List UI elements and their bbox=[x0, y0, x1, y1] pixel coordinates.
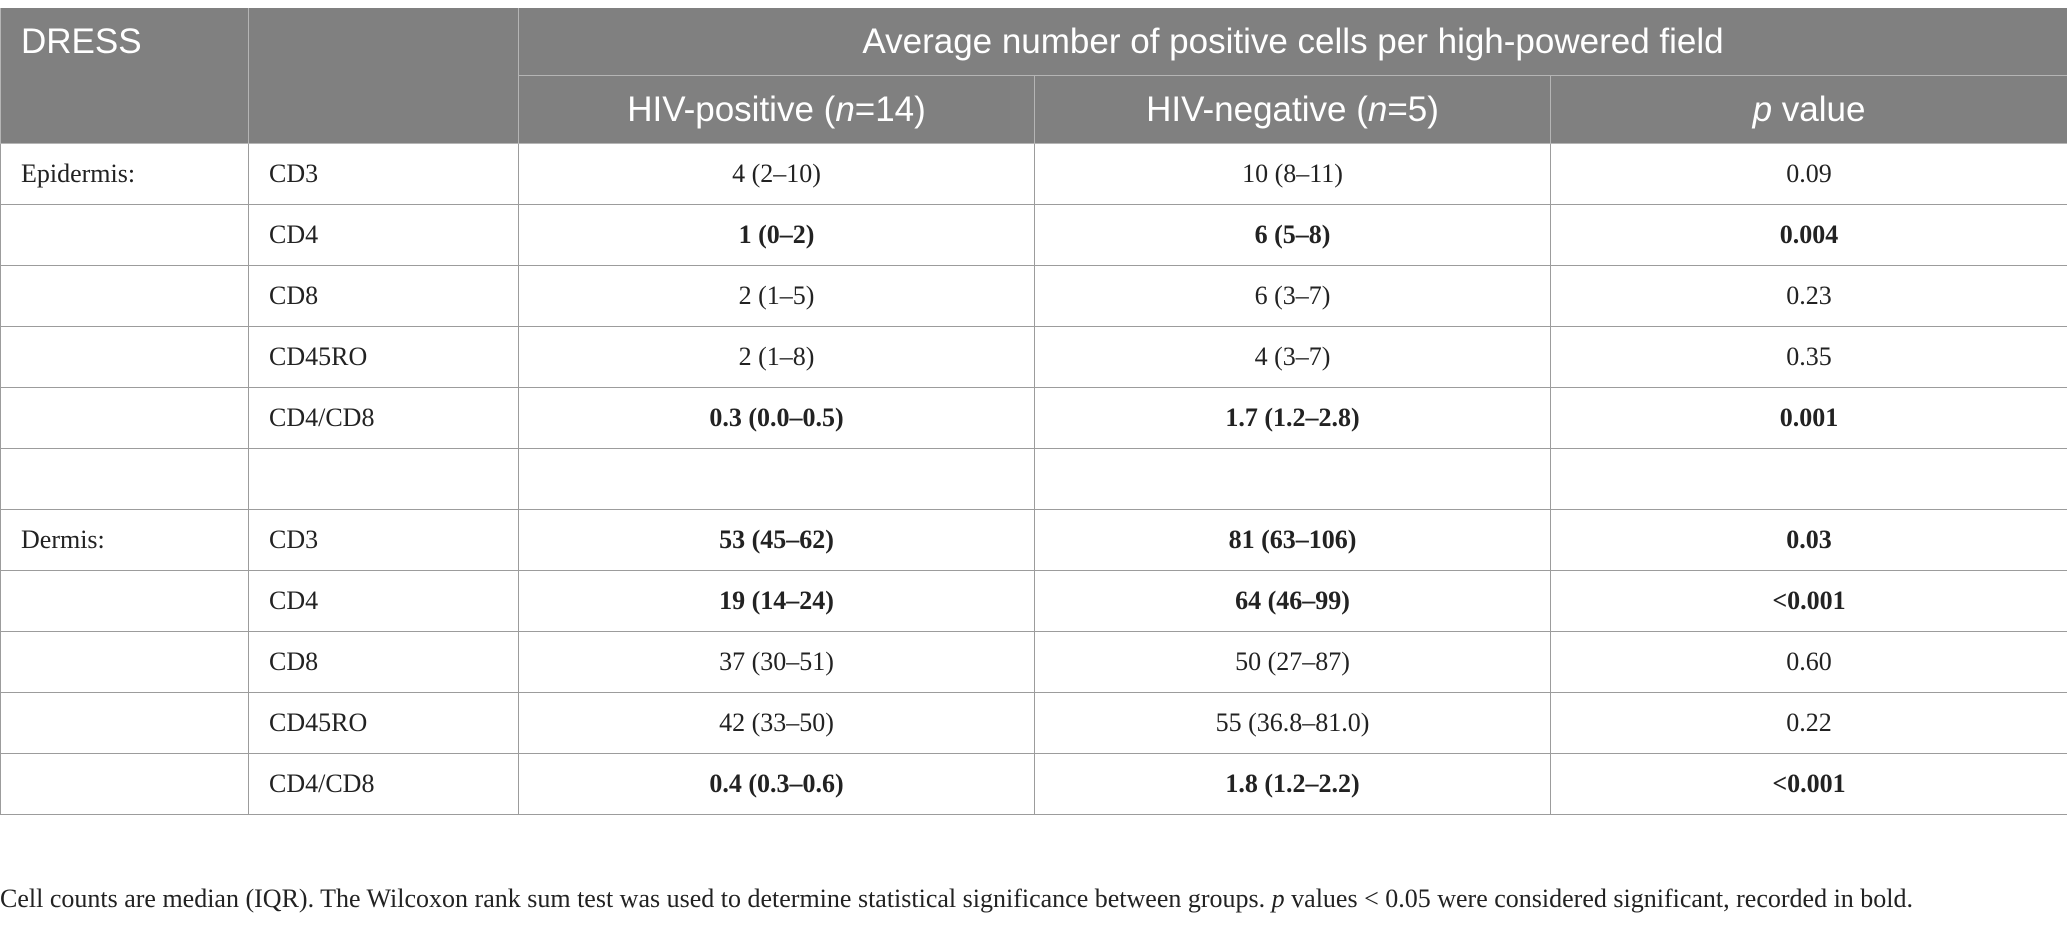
p-value-cell: 0.001 bbox=[1549, 387, 2067, 449]
marker-cell: CD45RO bbox=[248, 692, 519, 754]
table-footnote: Cell counts are median (IQR). The Wilcox… bbox=[0, 884, 1914, 913]
table-row-spacer bbox=[0, 448, 2067, 510]
p-value-cell: <0.001 bbox=[1549, 753, 2067, 815]
hiv-positive-cell: 42 (33–50) bbox=[518, 692, 1035, 754]
hiv-positive-cell: 2 (1–8) bbox=[518, 326, 1035, 388]
table-row: CD4 19 (14–24) 64 (46–99) <0.001 bbox=[0, 570, 2067, 632]
region-cell bbox=[0, 570, 249, 632]
region-cell bbox=[0, 326, 249, 388]
region-cell bbox=[0, 448, 249, 510]
hiv-positive-cell: 53 (45–62) bbox=[518, 509, 1035, 571]
marker-cell: CD3 bbox=[248, 509, 519, 571]
hiv-positive-cell: 4 (2–10) bbox=[518, 143, 1035, 205]
marker-cell: CD8 bbox=[248, 631, 519, 693]
hiv-negative-cell: 50 (27–87) bbox=[1034, 631, 1551, 693]
region-cell bbox=[0, 753, 249, 815]
region-cell bbox=[0, 631, 249, 693]
hiv-negative-cell: 4 (3–7) bbox=[1034, 326, 1551, 388]
hiv-positive-cell: 2 (1–5) bbox=[518, 265, 1035, 327]
table-row: CD4/CD8 0.4 (0.3–0.6) 1.8 (1.2–2.2) <0.0… bbox=[0, 753, 2067, 815]
marker-cell: CD45RO bbox=[248, 326, 519, 388]
header-row-2: HIV-positive (n=14) HIV-negative (n=5) p… bbox=[1, 75, 2067, 144]
region-cell bbox=[0, 265, 249, 327]
region-cell bbox=[0, 387, 249, 449]
hiv-negative-cell: 1.7 (1.2–2.8) bbox=[1034, 387, 1551, 449]
header-p-value: p value bbox=[1549, 75, 2067, 144]
p-value-cell: 0.22 bbox=[1549, 692, 2067, 754]
hiv-negative-cell: 81 (63–106) bbox=[1034, 509, 1551, 571]
results-table: DRESS Average number of positive cells p… bbox=[0, 8, 2067, 815]
p-value-cell: 0.23 bbox=[1549, 265, 2067, 327]
marker-cell: CD3 bbox=[248, 143, 519, 205]
region-cell bbox=[0, 692, 249, 754]
hiv-positive-cell: 0.4 (0.3–0.6) bbox=[518, 753, 1035, 815]
p-value-cell bbox=[1549, 448, 2067, 510]
marker-cell: CD4 bbox=[248, 204, 519, 266]
hiv-positive-cell: 37 (30–51) bbox=[518, 631, 1035, 693]
table-row: CD4 1 (0–2) 6 (5–8) 0.004 bbox=[0, 204, 2067, 266]
table-row: CD8 37 (30–51) 50 (27–87) 0.60 bbox=[0, 631, 2067, 693]
hiv-negative-cell: 64 (46–99) bbox=[1034, 570, 1551, 632]
hiv-negative-cell: 55 (36.8–81.0) bbox=[1034, 692, 1551, 754]
p-value-cell: 0.60 bbox=[1549, 631, 2067, 693]
header-group-title: Average number of positive cells per hig… bbox=[517, 8, 2067, 76]
marker-cell bbox=[248, 448, 519, 510]
marker-cell: CD4 bbox=[248, 570, 519, 632]
p-value-cell: 0.35 bbox=[1549, 326, 2067, 388]
header-hiv-negative: HIV-negative (n=5) bbox=[1034, 75, 1551, 144]
header-corner: DRESS bbox=[0, 8, 249, 144]
region-cell: Dermis: bbox=[0, 509, 249, 571]
region-cell bbox=[0, 204, 249, 266]
marker-cell: CD4/CD8 bbox=[248, 753, 519, 815]
hiv-positive-cell: 1 (0–2) bbox=[518, 204, 1035, 266]
hiv-negative-cell bbox=[1034, 448, 1551, 510]
hiv-positive-cell: 19 (14–24) bbox=[518, 570, 1035, 632]
hiv-negative-cell: 6 (3–7) bbox=[1034, 265, 1551, 327]
header-row-1: DRESS Average number of positive cells p… bbox=[0, 8, 2067, 144]
p-value-cell: <0.001 bbox=[1549, 570, 2067, 632]
p-value-cell: 0.03 bbox=[1549, 509, 2067, 571]
hiv-negative-cell: 1.8 (1.2–2.2) bbox=[1034, 753, 1551, 815]
marker-cell: CD4/CD8 bbox=[248, 387, 519, 449]
hiv-negative-cell: 10 (8–11) bbox=[1034, 143, 1551, 205]
header-hiv-positive: HIV-positive (n=14) bbox=[518, 75, 1035, 144]
region-cell: Epidermis: bbox=[0, 143, 249, 205]
marker-cell: CD8 bbox=[248, 265, 519, 327]
table-row: CD8 2 (1–5) 6 (3–7) 0.23 bbox=[0, 265, 2067, 327]
p-value-cell: 0.09 bbox=[1549, 143, 2067, 205]
table-row: CD45RO 2 (1–8) 4 (3–7) 0.35 bbox=[0, 326, 2067, 388]
table-row: Dermis: CD3 53 (45–62) 81 (63–106) 0.03 bbox=[0, 509, 2067, 571]
table-row: CD4/CD8 0.3 (0.0–0.5) 1.7 (1.2–2.8) 0.00… bbox=[0, 387, 2067, 449]
hiv-positive-cell bbox=[518, 448, 1035, 510]
hiv-negative-cell: 6 (5–8) bbox=[1034, 204, 1551, 266]
table-row: Epidermis: CD3 4 (2–10) 10 (8–11) 0.09 bbox=[0, 143, 2067, 205]
p-value-cell: 0.004 bbox=[1549, 204, 2067, 266]
table-row: CD45RO 42 (33–50) 55 (36.8–81.0) 0.22 bbox=[0, 692, 2067, 754]
hiv-positive-cell: 0.3 (0.0–0.5) bbox=[518, 387, 1035, 449]
header-marker-blank bbox=[248, 8, 519, 144]
